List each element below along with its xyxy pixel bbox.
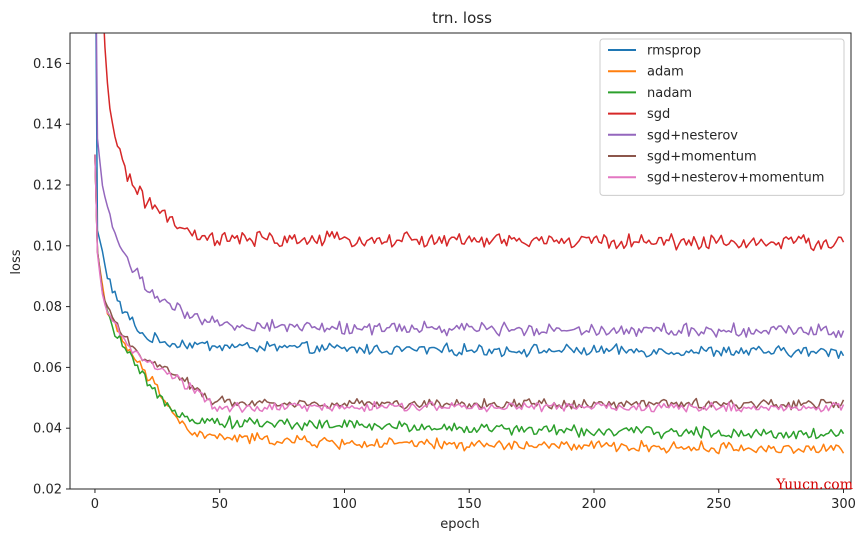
- legend-label: nadam: [647, 86, 692, 101]
- y-tick-label: 0.08: [33, 300, 62, 315]
- series-line-sgd-nesterov: [95, 33, 845, 339]
- x-tick-label: 50: [211, 497, 228, 512]
- x-tick-label: 100: [332, 497, 357, 512]
- watermark-text: Yuucn.com: [776, 477, 853, 493]
- legend-box: [599, 38, 845, 196]
- plot-frame: [69, 32, 852, 490]
- legend-label: sgd+nesterov+momentum: [647, 171, 824, 186]
- legend: rmsprop adam nadam sgd sgd+nesterov sgd+momen…: [599, 38, 845, 196]
- y-tick-label: 0.16: [33, 57, 62, 72]
- y-tick-label: 0.06: [33, 361, 62, 376]
- legend-label: rmsprop: [647, 44, 701, 59]
- y-tick-label: 0.04: [33, 422, 62, 437]
- x-tick-label: 200: [582, 497, 607, 512]
- y-tick-label: 0.10: [33, 239, 62, 254]
- series-line-sgd-momentum: [94, 154, 845, 411]
- legend-label: adam: [647, 65, 684, 80]
- y-axis-ticks: 0.02 0.04 0.06 0.08 0.10 0.12 0.14 0.16: [33, 57, 70, 498]
- legend-label: sgd+nesterov: [647, 128, 738, 143]
- legend-label: sgd+momentum: [647, 150, 757, 165]
- x-tick-label: 300: [831, 497, 856, 512]
- series-line-sgd-nesterov-momentum: [94, 154, 845, 413]
- series-line-sgd: [103, 33, 845, 252]
- series-line-nadam: [94, 154, 845, 440]
- y-axis-label: loss: [9, 249, 24, 274]
- series-layer: [94, 33, 845, 455]
- series-line-adam: [94, 154, 845, 455]
- legend-label: sgd: [647, 107, 670, 122]
- y-tick-label: 0.02: [33, 483, 62, 498]
- chart-title: trn. loss: [432, 9, 492, 27]
- x-axis-label: epoch: [440, 517, 480, 532]
- x-tick-label: 150: [457, 497, 482, 512]
- series-line-rmsprop: [95, 33, 845, 360]
- x-tick-label: 0: [91, 497, 99, 512]
- x-axis-ticks: 0 50 100 150 200 250 300: [91, 489, 856, 512]
- y-tick-label: 0.12: [33, 179, 62, 194]
- y-tick-label: 0.14: [33, 118, 62, 133]
- x-tick-label: 250: [706, 497, 731, 512]
